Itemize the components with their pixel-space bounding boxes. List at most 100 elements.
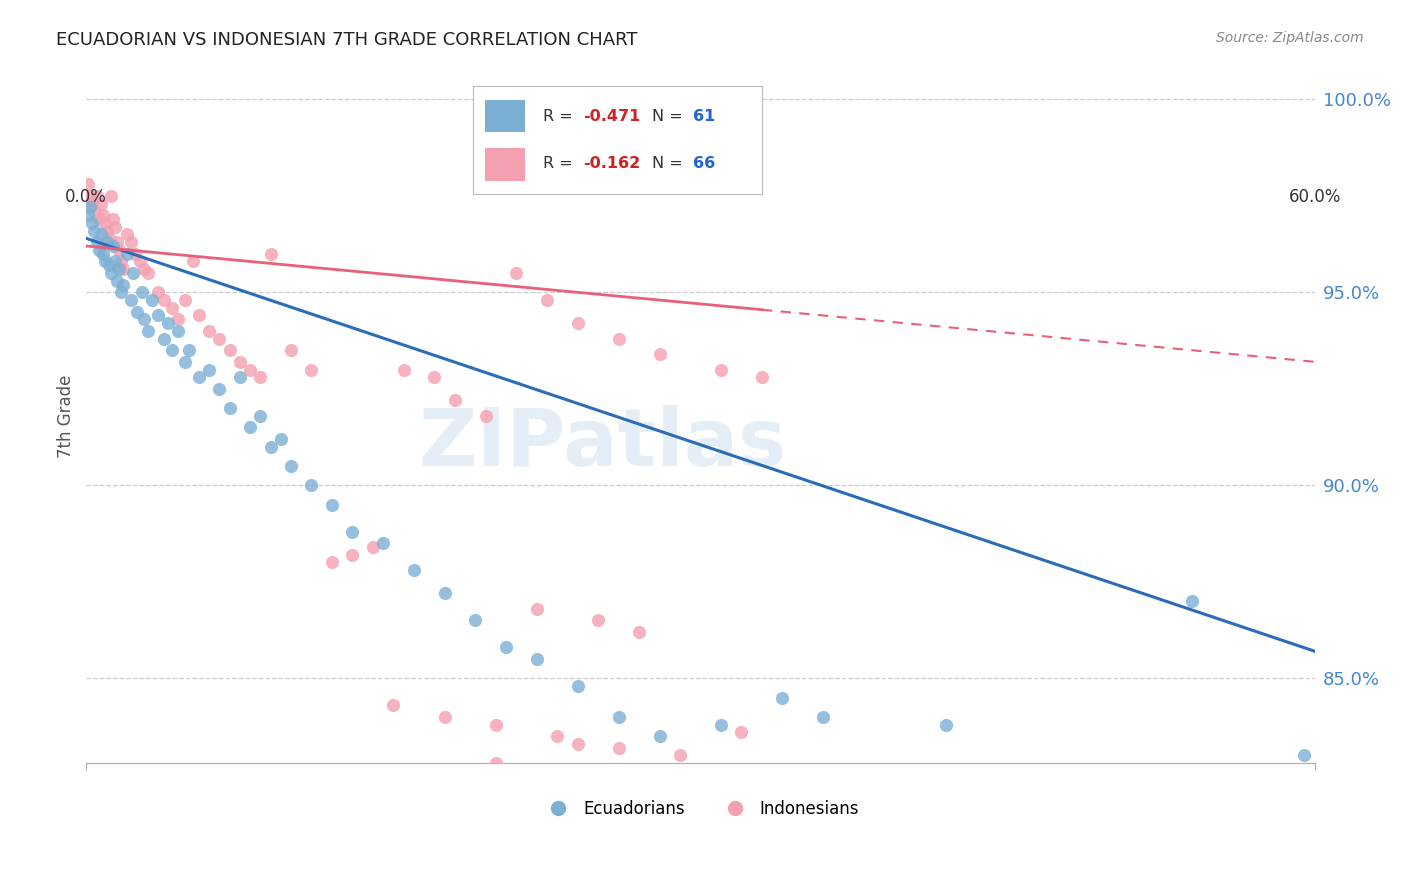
- Point: [136, 324, 159, 338]
- Point: [648, 347, 671, 361]
- Point: [536, 293, 558, 307]
- Point: [167, 324, 190, 338]
- Point: [110, 254, 132, 268]
- Point: [433, 586, 456, 600]
- Point: [157, 316, 180, 330]
- Point: [280, 458, 302, 473]
- Point: [128, 254, 150, 268]
- Point: [162, 301, 184, 315]
- Point: [115, 227, 138, 242]
- Point: [120, 293, 142, 307]
- Point: [443, 393, 465, 408]
- Point: [146, 285, 169, 300]
- Point: [392, 362, 415, 376]
- Point: [607, 710, 630, 724]
- Point: [86, 235, 108, 249]
- Point: [87, 212, 110, 227]
- Point: [423, 370, 446, 384]
- Point: [495, 640, 517, 655]
- Text: Source: ZipAtlas.com: Source: ZipAtlas.com: [1216, 31, 1364, 45]
- Point: [104, 254, 127, 268]
- Point: [177, 343, 200, 358]
- Point: [100, 266, 122, 280]
- Point: [526, 601, 548, 615]
- Point: [239, 420, 262, 434]
- Point: [1294, 748, 1316, 763]
- Point: [132, 262, 155, 277]
- Point: [93, 254, 115, 268]
- Point: [91, 246, 114, 260]
- Text: 0.0%: 0.0%: [65, 188, 107, 206]
- Point: [77, 178, 100, 192]
- Point: [342, 548, 364, 562]
- Point: [567, 737, 589, 751]
- Point: [187, 309, 209, 323]
- Point: [100, 189, 122, 203]
- Point: [813, 710, 835, 724]
- Point: [710, 717, 733, 731]
- Point: [607, 332, 630, 346]
- Point: [181, 254, 204, 268]
- Point: [208, 382, 231, 396]
- Point: [105, 274, 128, 288]
- Point: [249, 409, 271, 423]
- Point: [373, 536, 395, 550]
- Point: [567, 316, 589, 330]
- Point: [90, 227, 112, 242]
- Point: [648, 729, 671, 743]
- Point: [270, 432, 292, 446]
- Point: [124, 246, 146, 260]
- Point: [115, 246, 138, 260]
- Point: [770, 690, 793, 705]
- Point: [229, 355, 252, 369]
- Point: [136, 266, 159, 280]
- Point: [112, 277, 135, 292]
- Point: [101, 239, 124, 253]
- Text: 60.0%: 60.0%: [1288, 188, 1341, 206]
- Point: [505, 266, 527, 280]
- Point: [485, 717, 508, 731]
- Point: [567, 679, 589, 693]
- Point: [153, 293, 176, 307]
- Point: [173, 293, 195, 307]
- Point: [321, 556, 343, 570]
- Point: [382, 698, 405, 713]
- Point: [342, 524, 364, 539]
- Point: [96, 224, 118, 238]
- Point: [153, 332, 176, 346]
- Point: [280, 343, 302, 358]
- Point: [586, 613, 609, 627]
- Point: [301, 478, 323, 492]
- Point: [122, 266, 145, 280]
- Y-axis label: 7th Grade: 7th Grade: [58, 374, 75, 458]
- Point: [751, 370, 773, 384]
- Point: [93, 216, 115, 230]
- Point: [1181, 594, 1204, 608]
- Point: [710, 362, 733, 376]
- Point: [82, 216, 104, 230]
- Text: ZIPatlas: ZIPatlas: [418, 405, 786, 483]
- Point: [208, 332, 231, 346]
- Point: [83, 224, 105, 238]
- Point: [101, 212, 124, 227]
- Point: [669, 748, 692, 763]
- Point: [86, 189, 108, 203]
- Point: [79, 201, 101, 215]
- Point: [198, 324, 221, 338]
- Legend: Ecuadorians, Indonesians: Ecuadorians, Indonesians: [534, 793, 866, 824]
- Point: [173, 355, 195, 369]
- Point: [83, 204, 105, 219]
- Text: ECUADORIAN VS INDONESIAN 7TH GRADE CORRELATION CHART: ECUADORIAN VS INDONESIAN 7TH GRADE CORRE…: [56, 31, 638, 49]
- Point: [97, 258, 120, 272]
- Point: [162, 343, 184, 358]
- Point: [146, 309, 169, 323]
- Point: [112, 262, 135, 277]
- Point: [361, 540, 384, 554]
- Point: [526, 652, 548, 666]
- Point: [90, 196, 112, 211]
- Point: [259, 246, 281, 260]
- Point: [108, 262, 131, 277]
- Point: [91, 208, 114, 222]
- Point: [79, 189, 101, 203]
- Point: [96, 235, 118, 249]
